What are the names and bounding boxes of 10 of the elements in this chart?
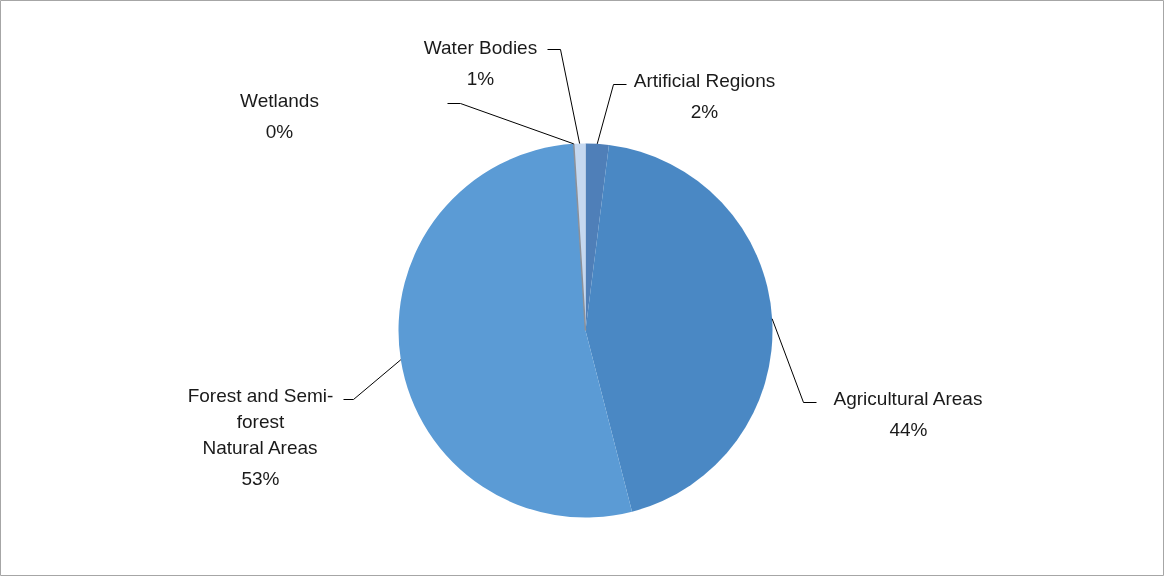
category-label: Wetlands <box>240 90 319 111</box>
slice-label: Forest and Semi-forest Natural Areas <box>187 385 334 458</box>
slice-label: Water Bodies <box>423 37 538 58</box>
slice-label: Artificial Regions <box>633 70 776 91</box>
text: 0% <box>265 121 294 142</box>
data-label: 53% <box>241 468 280 489</box>
slice-label: Agricultural Areas <box>833 388 983 409</box>
data-label: 1% <box>466 68 495 89</box>
data-label: 44% <box>889 419 928 440</box>
data-label: 2% <box>690 101 719 122</box>
